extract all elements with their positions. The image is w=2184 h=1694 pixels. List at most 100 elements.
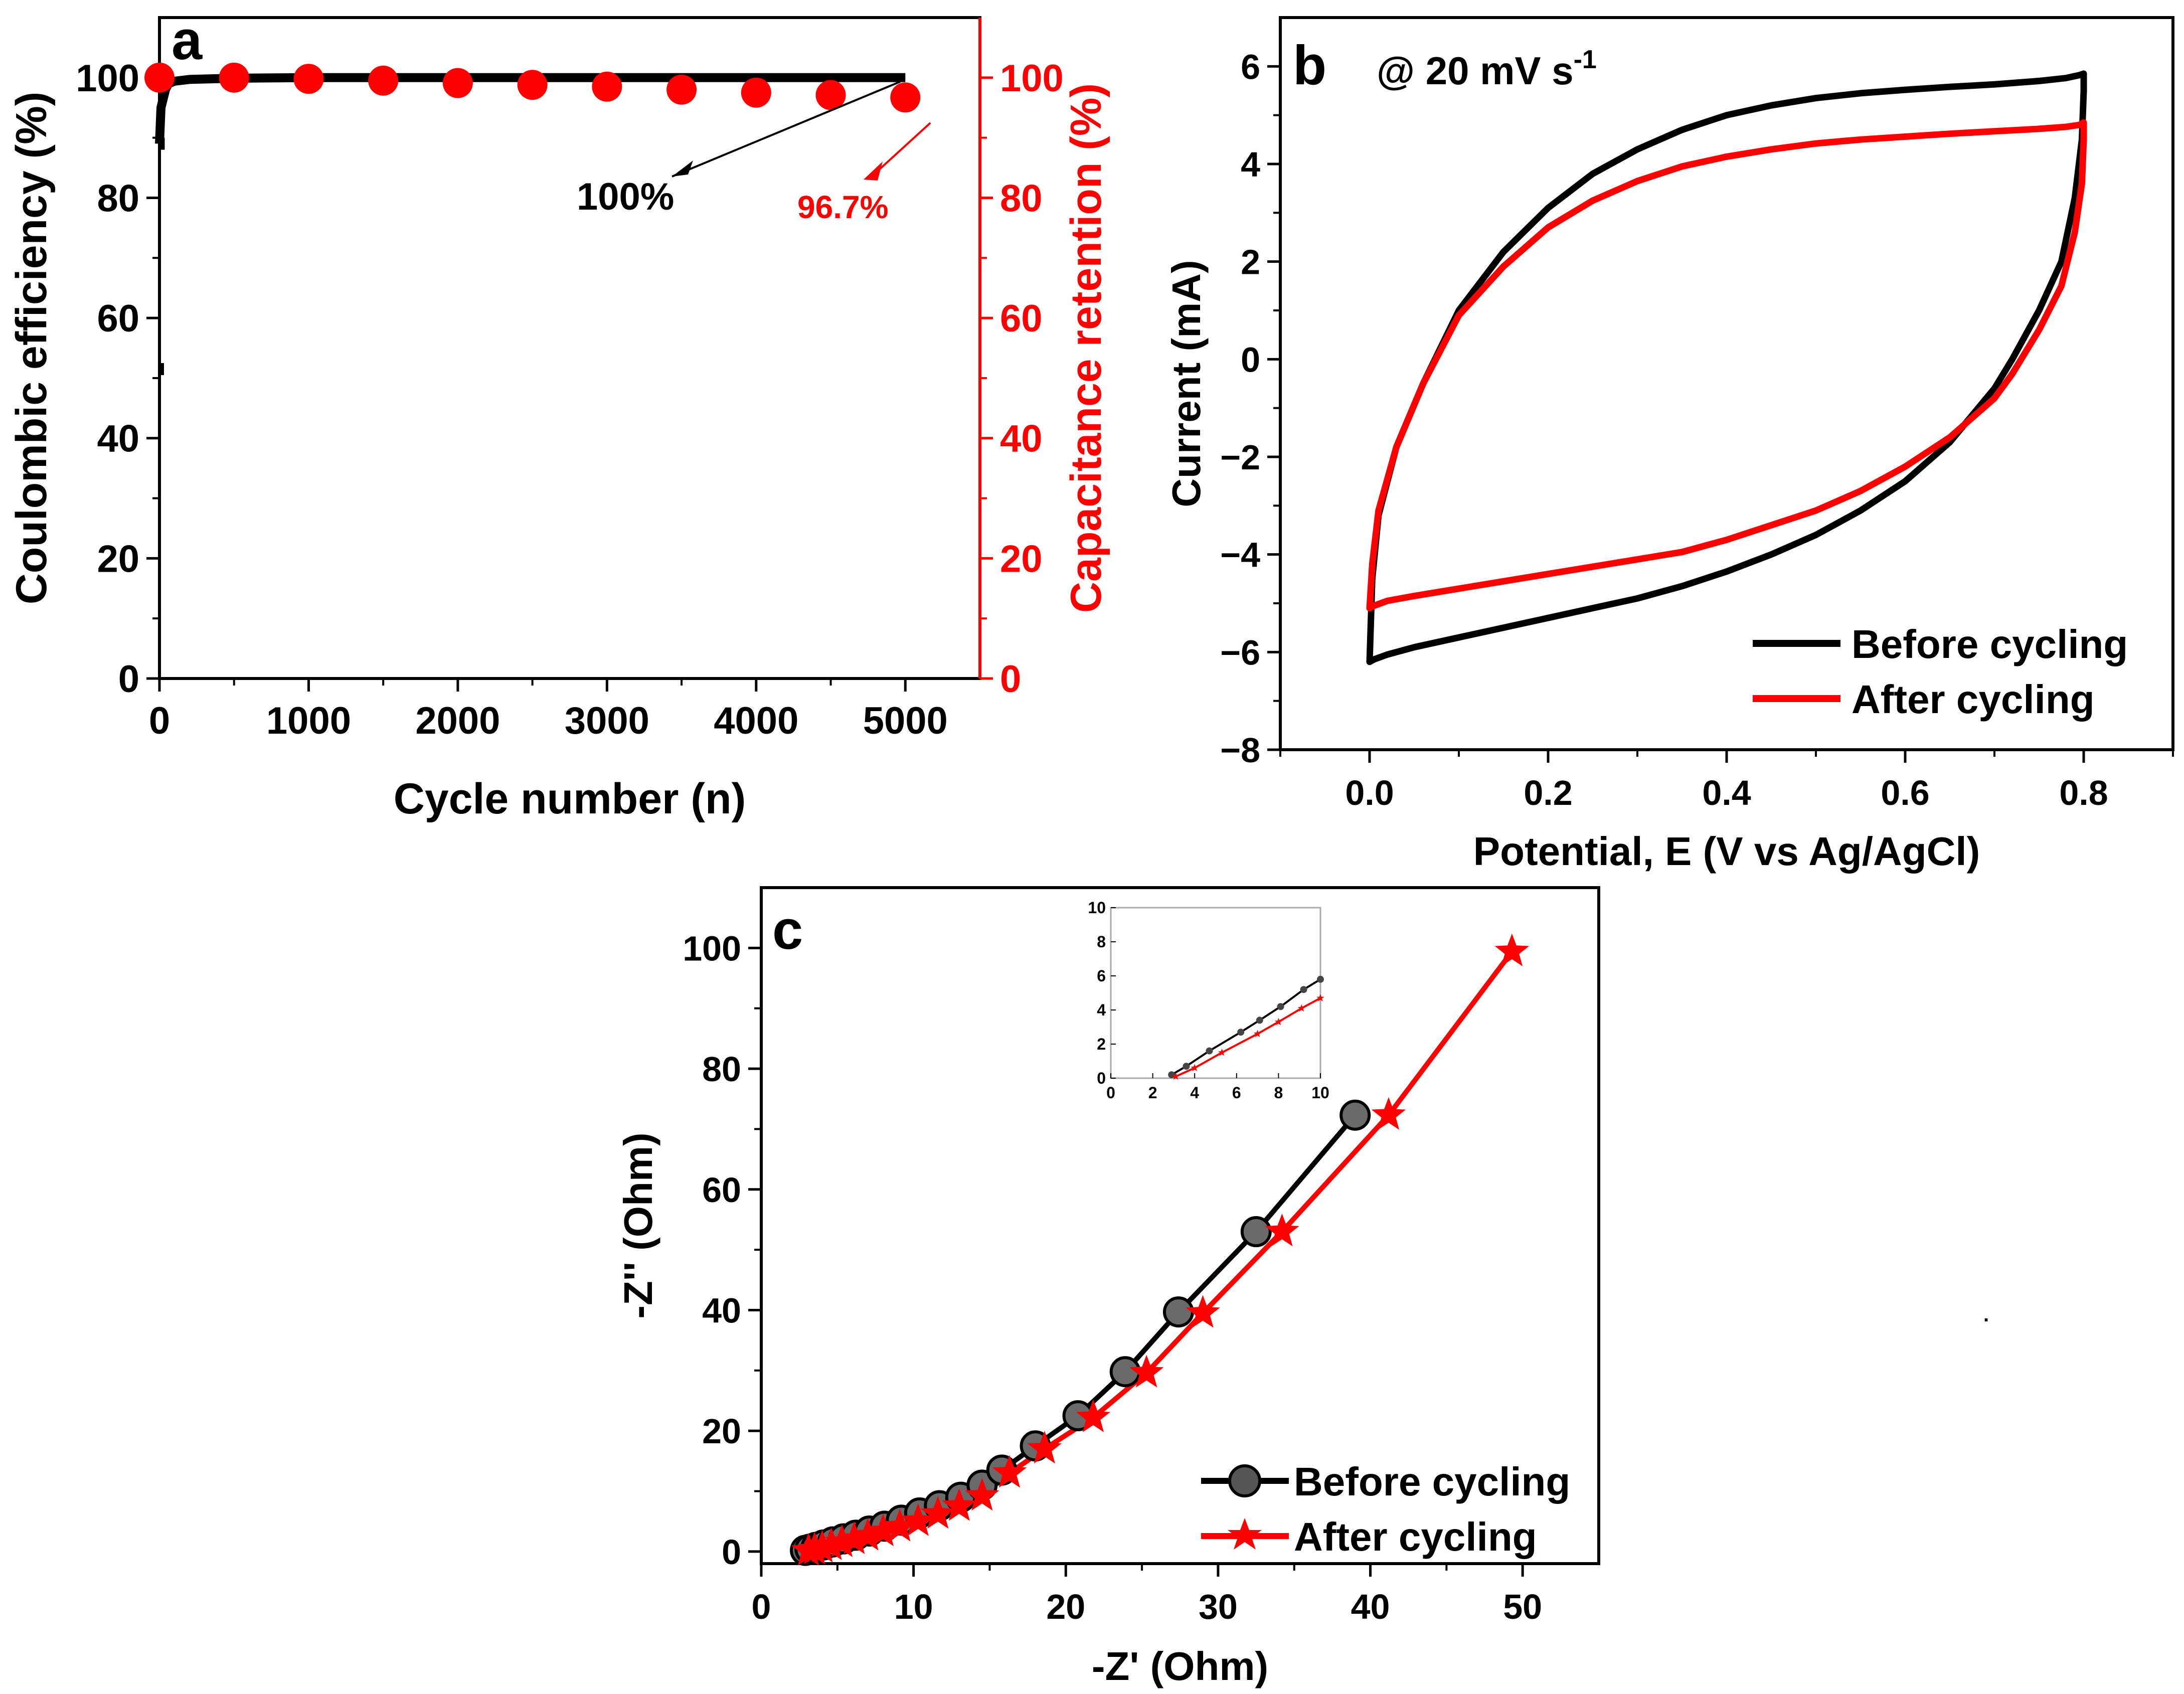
panel-a-x-tick-label: 5000 [863,700,948,742]
panel-c-after-cycling-point [824,1524,860,1557]
panel-b-x-tick-label: 0.4 [1702,773,1751,812]
panel-c-inset-before-point [1168,1071,1175,1079]
panel-c-inset-before-point [1317,975,1324,983]
panel-a-retention-point [293,64,324,94]
panel-b-x-tick-label: 0.6 [1881,773,1929,812]
panel-a-y2-tick-label: 80 [1000,177,1043,220]
panel-c-after-cycling-point [883,1508,917,1542]
panel-c-after-cycling-point [866,1513,901,1547]
panel-b: 0.0 0.2 0.4 0.6 0.8 −8 −6 −4 −2 0 2 4 6 b @ 20 mV s-… [1164,16,2174,874]
panel-c-after-cycling-point [851,1517,885,1551]
panel-c-legend-marker-after [1228,1518,1262,1550]
panel-c-y-tick-label: 20 [702,1412,741,1451]
panel-c-y-tick-label: 80 [702,1050,741,1089]
panel-a-y2-tick-label: 0 [1000,658,1021,701]
panel-c-inset-after-point [1316,994,1324,1001]
panel-b-y-tick-label: 0 [1241,340,1260,379]
panel-c-inset-before-point [1277,1003,1284,1010]
panel-c-before-cycling-point [1162,1296,1194,1328]
panel-c-after-cycling-point [1494,933,1530,966]
panel-c-x-tick-label: 30 [1199,1587,1238,1626]
panel-a-coulombic-efficiency-line [155,73,906,144]
panel-a-retention-point [219,62,249,93]
panel-c-inset-x-tick-label: 4 [1190,1084,1199,1102]
panel-c-label: c [772,899,803,961]
panel-c-after-cycling-point [1129,1354,1164,1388]
panel-a-x-tick-label: 3000 [565,700,649,742]
panel-c-y-axis-title: -Z'' (Ohm) [616,1132,660,1318]
panel-c-inset-before-point [1183,1063,1190,1070]
panel-c-legend-before-label: Before cycling [1294,1459,1570,1504]
panel-b-legend-before-label: Before cycling [1852,622,2128,666]
panel-a-coulombic-outlier [158,137,165,150]
panel-a: 0 1000 2000 3000 4000 50000204060801000204060… [8,10,1110,823]
panel-c-legend: Before cycling After cycling [1201,1459,1570,1559]
panel-a-annotation-100: 100% [577,176,674,218]
panel-c-inset-after-point [1254,1030,1262,1038]
panel-c-after-cycling-point [837,1521,872,1554]
panel-a-retention-point [666,74,697,105]
panel-b-scan-rate-label: @ 20 mV s-1 [1377,45,1597,93]
panel-b-x-tick-label: 0.8 [2059,773,2108,812]
panel-b-y-tick-label: −8 [1220,731,1260,770]
panel-b-scan-rate-text: @ 20 mV s [1377,49,1574,93]
panel-c-inset-y-tick-label: 4 [1097,1001,1106,1019]
panel-b-before-cycling-line [1366,70,2087,665]
panel-a-coulombic-outlier [157,363,164,375]
panel-b-y-tick-label: −4 [1220,536,1260,575]
panel-c-before-cycling-point [1339,1099,1371,1131]
panel-c-inset-x-tick-label: 8 [1274,1084,1283,1102]
panel-c-after-cycling-point [1186,1295,1220,1328]
panel-a-y2-axis-title: Capacitance retention (%) [1062,83,1110,613]
panel-c-inset-y-tick-label: 8 [1097,933,1106,951]
panel-c-inset-before-point [1256,1017,1263,1024]
panel-a-label: a [172,10,203,71]
panel-b-after-cycling-line [1366,119,2087,612]
panel-b-legend: Before cycling After cycling [1753,622,2128,722]
panel-a-annotation-arrow-100 [671,80,901,178]
panel-c-y-tick-label: 100 [683,929,741,968]
panel-c-inset-after-point [1218,1049,1226,1056]
panel-c-inset: 0 2 4 6 8 10 0 2 4 6 8 10 [1088,899,1329,1102]
panel-c-x-tick-label: 50 [1503,1587,1542,1626]
panel-c-inset-x-tick-label: 10 [1311,1084,1329,1102]
panel-c-inset-before-line [1171,978,1321,1076]
panel-b-x-tick-label: 0.2 [1524,773,1572,812]
panel-b-legend-after-label: After cycling [1852,677,2095,722]
panel-c-inset-before-point [1300,986,1307,993]
panel-c-after-cycling-point [1265,1214,1299,1247]
panel-a-y-tick-label: 0 [118,658,139,701]
panel-c-inset-y-tick-label: 6 [1097,967,1106,985]
panel-c-inset-before-point [1206,1047,1213,1055]
panel-c-legend-after-label: After cycling [1294,1514,1537,1559]
panel-a-retention-point [592,71,622,102]
panel-c-x-tick-label: 40 [1351,1587,1390,1626]
panel-a-x-tick-label: 1000 [266,700,351,742]
panel-b-y-tick-label: 4 [1241,145,1260,184]
panel-a-y2-tick-label: 40 [1000,418,1043,460]
panel-b-y-tick-label: 6 [1241,47,1260,86]
panel-a-y2-tick-label: 20 [1000,538,1043,580]
panel-b-x-axis-title: Potential, E (V vs Ag/AgCl) [1473,829,1980,874]
panel-c-inset-y-tick-label: 2 [1097,1035,1106,1053]
panel-c-plot-frame [760,886,1600,1565]
panel-a-annotation-967: 96.7% [797,189,888,225]
panel-b-y-tick-label: 2 [1241,243,1260,282]
panel-a-y2-tick-label: 100 [1000,57,1064,100]
panel-c-x-tick-label: 0 [752,1587,771,1626]
panel-a-retention-point [741,77,771,108]
panel-a-annotation-arrowhead-100 [672,160,693,177]
panel-a-y-axis-title: Coulombic efficiency (%) [8,92,56,605]
panel-c-after-cycling-point [1371,1097,1406,1130]
panel-c-inset-y-tick-label: 0 [1097,1069,1106,1087]
panel-a-x-tick-label: 2000 [415,700,500,742]
panel-c-inset-after-point [1297,1004,1305,1012]
panel-c-y-tick-label: 40 [702,1291,741,1330]
panel-c-after-cycling-point [901,1503,935,1536]
panel-c-y-tick-label: 60 [702,1170,741,1210]
panel-a-annotation-arrow-967 [871,122,931,178]
panel-c-y-tick-label: 0 [722,1533,741,1572]
panel-c-after-cycling-point [992,1455,1027,1488]
panel-c-after-cycling-point [1027,1431,1062,1464]
panel-c-inset-x-tick-label: 0 [1106,1084,1115,1102]
